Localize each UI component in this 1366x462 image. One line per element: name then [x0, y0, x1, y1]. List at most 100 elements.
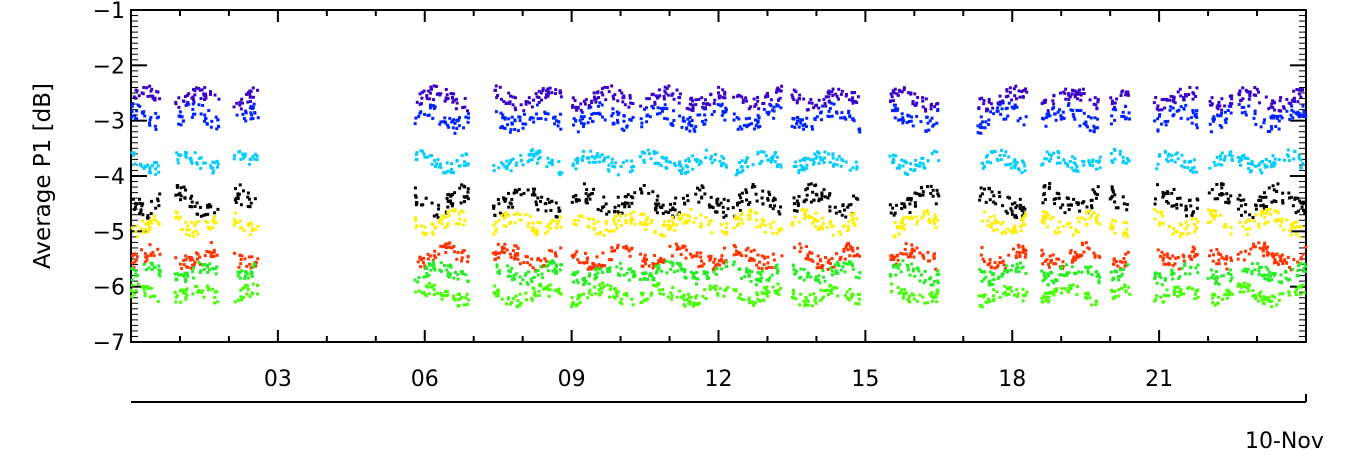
data-point [1122, 231, 1126, 235]
data-point [232, 105, 236, 109]
data-point [760, 267, 764, 271]
data-point [804, 257, 808, 261]
data-point [644, 262, 648, 266]
data-point [936, 281, 940, 285]
data-point [720, 254, 724, 258]
data-point [662, 156, 666, 160]
data-point [196, 220, 200, 224]
data-point [548, 283, 552, 287]
data-point [995, 228, 999, 232]
data-point [235, 113, 239, 117]
data-point [1190, 257, 1194, 261]
data-point [889, 274, 893, 278]
data-point [803, 302, 807, 306]
data-point [988, 215, 992, 219]
data-point [1018, 261, 1022, 265]
data-point [1178, 235, 1182, 239]
data-point [743, 275, 747, 279]
data-point [1063, 161, 1067, 165]
data-point [642, 272, 646, 276]
data-point [903, 247, 907, 251]
data-point [705, 102, 709, 106]
data-point [623, 195, 627, 199]
data-point [494, 110, 498, 114]
data-point [1097, 281, 1101, 285]
data-point [182, 275, 186, 279]
data-point [546, 269, 550, 273]
data-point [678, 218, 682, 222]
data-point [681, 196, 685, 200]
data-point [249, 100, 253, 104]
data-point [856, 246, 860, 250]
data-point [889, 92, 893, 96]
data-point [1266, 210, 1270, 214]
data-point [891, 153, 895, 157]
data-point [895, 265, 899, 269]
data-point [1124, 221, 1128, 225]
data-point [130, 295, 134, 299]
data-point [185, 228, 189, 232]
data-point [664, 210, 668, 214]
data-point [702, 272, 706, 276]
data-point [176, 158, 180, 162]
data-point [1209, 209, 1213, 213]
data-point [1278, 99, 1282, 103]
data-point [1296, 209, 1300, 213]
data-point [815, 155, 819, 159]
data-point [905, 120, 909, 124]
data-point [424, 294, 428, 298]
data-point [176, 161, 180, 165]
data-point [628, 170, 632, 174]
data-point [1006, 163, 1010, 167]
data-point [792, 88, 796, 92]
data-point [662, 220, 666, 224]
data-point [904, 161, 908, 165]
data-point [1264, 212, 1268, 216]
data-point [808, 293, 812, 297]
data-point [180, 266, 184, 270]
data-point [1120, 114, 1124, 118]
data-point [1017, 168, 1021, 172]
data-point [428, 106, 432, 110]
data-point [590, 99, 594, 103]
data-point [999, 112, 1003, 116]
data-point [1098, 155, 1102, 159]
data-point [239, 288, 243, 292]
data-point [628, 254, 632, 258]
data-point [536, 220, 540, 224]
data-point [513, 127, 517, 131]
data-point [217, 125, 221, 129]
data-point [590, 192, 594, 196]
data-point [816, 278, 820, 282]
data-point [1168, 256, 1172, 260]
data-point [1238, 99, 1242, 103]
data-point [1272, 164, 1276, 168]
data-point [1161, 256, 1165, 260]
data-point [1051, 99, 1055, 103]
data-point [682, 221, 686, 225]
data-point [754, 103, 758, 107]
data-point [176, 184, 180, 188]
data-point [911, 102, 915, 106]
data-point [753, 185, 757, 189]
data-point [1161, 222, 1165, 226]
data-point [683, 171, 687, 175]
data-point [1072, 271, 1076, 275]
data-point [797, 194, 801, 198]
data-point [440, 297, 444, 301]
data-point [802, 200, 806, 204]
data-point [773, 152, 777, 156]
data-point [705, 270, 709, 274]
data-point [1262, 121, 1266, 125]
data-point [989, 161, 993, 165]
data-point [1078, 124, 1082, 128]
data-point [667, 210, 671, 214]
data-point [692, 127, 696, 131]
data-point [1297, 114, 1301, 118]
data-point [654, 264, 658, 268]
data-point [1022, 248, 1026, 252]
data-point [912, 255, 916, 259]
data-point [546, 156, 550, 160]
data-point [425, 155, 429, 159]
data-point [915, 192, 919, 196]
